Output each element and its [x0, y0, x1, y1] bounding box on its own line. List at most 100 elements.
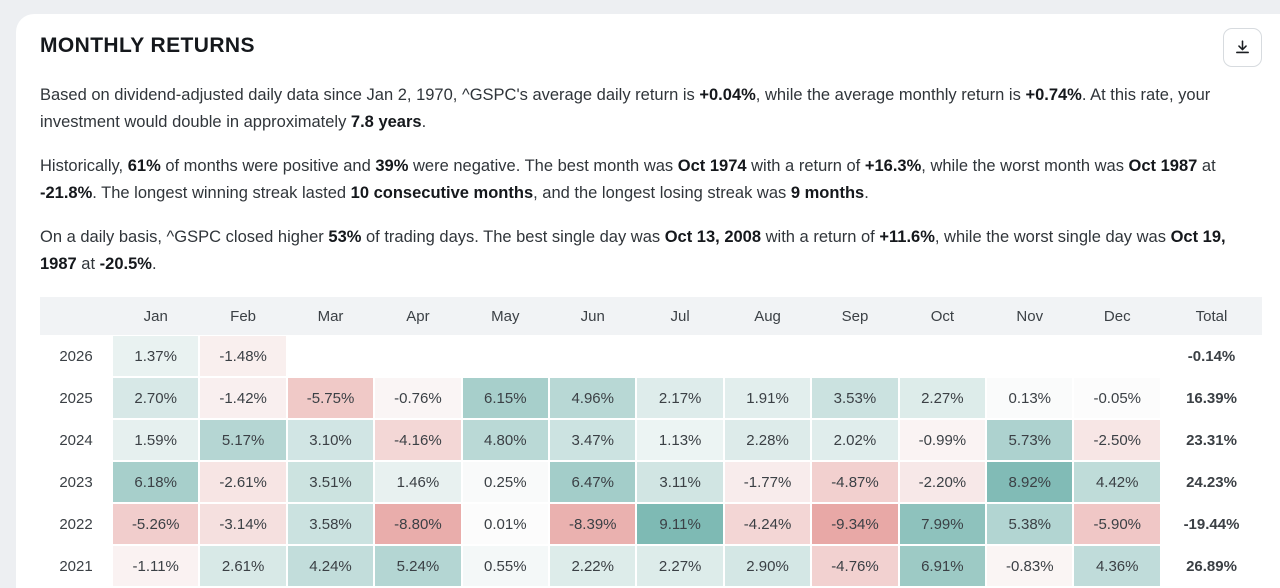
return-cell: -4.16% [374, 419, 462, 461]
return-cell: 0.55% [461, 545, 550, 587]
return-cell: 4.24% [286, 545, 375, 587]
return-cell: 2.27% [636, 545, 724, 587]
month-column-header-aug: Aug [723, 297, 812, 335]
year-cell: 2024 [40, 419, 112, 461]
return-cell: -4.76% [811, 545, 899, 587]
download-button[interactable] [1223, 28, 1262, 67]
return-cell: -0.83% [986, 545, 1074, 587]
return-cell [723, 335, 812, 377]
return-cell [811, 335, 899, 377]
return-cell: 3.58% [286, 503, 375, 545]
return-cell: 1.37% [112, 335, 200, 377]
total-cell: -0.14% [1161, 335, 1262, 377]
summary-paragraphs: Based on dividend-adjusted daily data si… [40, 82, 1262, 277]
return-cell: -1.77% [723, 461, 812, 503]
return-cell: 1.59% [112, 419, 200, 461]
return-cell: 6.47% [549, 461, 637, 503]
summary-paragraph-3: On a daily basis, ^GSPC closed higher 53… [40, 228, 1226, 273]
total-cell: 23.31% [1161, 419, 1262, 461]
download-icon [1234, 39, 1251, 56]
return-cell: 1.91% [723, 377, 812, 419]
year-cell: 2025 [40, 377, 112, 419]
month-column-header-jan: Jan [112, 297, 200, 335]
return-cell: 5.24% [374, 545, 462, 587]
table-body: 2026 1.37% -1.48% -0.14% 2025 2.70% -1.42% -5.7… [40, 335, 1262, 588]
month-column-header-nov: Nov [986, 297, 1074, 335]
return-cell: -5.90% [1073, 503, 1161, 545]
return-cell: 3.53% [811, 377, 899, 419]
month-column-header-feb: Feb [199, 297, 287, 335]
return-cell [898, 335, 987, 377]
year-cell: 2026 [40, 335, 112, 377]
return-cell: -0.05% [1073, 377, 1161, 419]
return-cell: 6.15% [461, 377, 550, 419]
return-cell [461, 335, 550, 377]
summary-paragraph-1: Based on dividend-adjusted daily data si… [40, 86, 1211, 131]
return-cell: -1.42% [199, 377, 287, 419]
return-cell: -8.80% [374, 503, 462, 545]
monthly-returns-table: Jan Feb Mar Apr May Jun Jul Aug Sep Oct Nov Dec Tota… [40, 297, 1262, 588]
return-cell: 5.73% [986, 419, 1074, 461]
total-cell: 24.23% [1161, 461, 1262, 503]
table-row-2026: 2026 1.37% -1.48% -0.14% [40, 335, 1262, 377]
return-cell: -5.75% [286, 377, 375, 419]
return-cell [636, 335, 724, 377]
return-cell: 2.27% [898, 377, 987, 419]
total-cell: 16.39% [1161, 377, 1262, 419]
return-cell: 1.13% [636, 419, 724, 461]
return-cell: 2.22% [549, 545, 637, 587]
return-cell [286, 335, 375, 377]
return-cell: 6.91% [898, 545, 987, 587]
table-corner-cell [40, 297, 112, 335]
table-row-2023: 2023 6.18% -2.61% 3.51% 1.46% 0.25% 6.47% 3.11%… [40, 461, 1262, 503]
return-cell: 4.42% [1073, 461, 1161, 503]
return-cell: -2.20% [898, 461, 987, 503]
month-column-header-may: May [461, 297, 550, 335]
return-cell: 0.01% [461, 503, 550, 545]
return-cell: 6.18% [112, 461, 200, 503]
year-cell: 2022 [40, 503, 112, 545]
return-cell: 4.36% [1073, 545, 1161, 587]
total-cell: 26.89% [1161, 545, 1262, 587]
total-column-header: Total [1161, 297, 1262, 335]
month-column-header-dec: Dec [1073, 297, 1161, 335]
total-cell: -19.44% [1161, 503, 1262, 545]
return-cell: 5.38% [986, 503, 1074, 545]
page-title: MONTHLY RETURNS [40, 34, 255, 57]
table-row-2025: 2025 2.70% -1.42% -5.75% -0.76% 6.15% 4.96% 2.1… [40, 377, 1262, 419]
return-cell: 3.10% [286, 419, 375, 461]
return-cell: 7.99% [898, 503, 987, 545]
table-header-row: Jan Feb Mar Apr May Jun Jul Aug Sep Oct Nov Dec Tota… [40, 297, 1262, 335]
table-row-2021: 2021 -1.11% 2.61% 4.24% 5.24% 0.55% 2.22% 2.27%… [40, 545, 1262, 587]
return-cell: 4.96% [549, 377, 637, 419]
return-cell: -1.48% [199, 335, 287, 377]
month-column-header-mar: Mar [286, 297, 375, 335]
return-cell: 2.90% [723, 545, 812, 587]
return-cell: -2.50% [1073, 419, 1161, 461]
return-cell: -4.87% [811, 461, 899, 503]
return-cell: 1.46% [374, 461, 462, 503]
month-column-header-oct: Oct [898, 297, 987, 335]
return-cell: 2.02% [811, 419, 899, 461]
return-cell: 0.25% [461, 461, 550, 503]
year-cell: 2023 [40, 461, 112, 503]
return-cell: 5.17% [199, 419, 287, 461]
return-cell: 2.70% [112, 377, 200, 419]
monthly-returns-card: MONTHLY RETURNS Based on dividend-adjust… [16, 14, 1280, 588]
year-cell: 2021 [40, 545, 112, 587]
table-row-2024: 2024 1.59% 5.17% 3.10% -4.16% 4.80% 3.47% 1.13%… [40, 419, 1262, 461]
return-cell: -0.76% [374, 377, 462, 419]
return-cell: 3.11% [636, 461, 724, 503]
return-cell: 3.51% [286, 461, 375, 503]
table-row-2022: 2022 -5.26% -3.14% 3.58% -8.80% 0.01% -8.39% 9.… [40, 503, 1262, 545]
card-header: MONTHLY RETURNS [40, 28, 1262, 67]
return-cell [986, 335, 1074, 377]
return-cell: 9.11% [636, 503, 724, 545]
return-cell: -9.34% [811, 503, 899, 545]
return-cell: -2.61% [199, 461, 287, 503]
return-cell: -3.14% [199, 503, 287, 545]
month-column-header-apr: Apr [374, 297, 462, 335]
return-cell: -8.39% [549, 503, 637, 545]
return-cell [1073, 335, 1161, 377]
return-cell [374, 335, 462, 377]
